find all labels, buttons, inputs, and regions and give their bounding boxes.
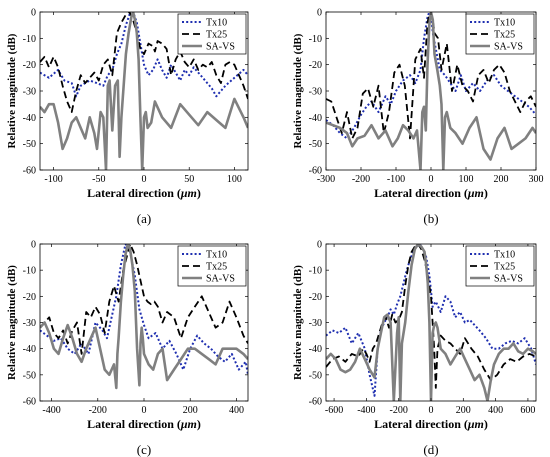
x-axis-label: Lateral direction (μm): [87, 186, 201, 200]
y-tick-label: -60: [23, 397, 36, 408]
y-tick-label: -20: [23, 60, 36, 71]
y-tick-label: -10: [309, 34, 322, 45]
x-tick-label: 200: [456, 405, 471, 416]
x-tick-label: -200: [352, 174, 370, 185]
x-tick-label: -100: [44, 174, 62, 185]
x-tick-label: 400: [488, 405, 503, 416]
series-line-tx25: [40, 244, 248, 355]
y-tick-label: -20: [309, 60, 322, 71]
y-tick-label: -20: [309, 292, 322, 303]
legend-label: Tx25: [206, 262, 227, 273]
x-tick-label: -100: [387, 174, 405, 185]
x-tick-label: 100: [459, 174, 474, 185]
y-tick-label: -40: [23, 113, 36, 124]
chart-panel-d: -600 -400 -200 0 200 400 600 0 -10 -20 -30 -40 -50 -6…: [292, 240, 537, 457]
series-line-tx10: [326, 244, 536, 397]
y-tick-label: -30: [23, 318, 36, 329]
legend-label: Tx10: [494, 18, 515, 29]
series-line-tx10: [40, 244, 248, 375]
legend-box: [465, 245, 535, 287]
legend-label: Tx10: [206, 250, 227, 261]
y-tick-label: -30: [23, 87, 36, 98]
x-tick-label: 200: [494, 174, 509, 185]
x-tick-label: 0: [142, 174, 147, 185]
y-tick-label: -60: [309, 397, 322, 408]
x-tick-label: 0: [429, 174, 434, 185]
x-tick-label: 400: [229, 405, 244, 416]
y-axis-label: Relative magnitude (dB): [6, 33, 18, 148]
legend-label: Tx10: [494, 250, 515, 261]
y-tick-label: -60: [23, 166, 36, 177]
y-axis-label: Relative magnitude (dB): [6, 265, 18, 380]
y-tick-label: 0: [317, 240, 322, 251]
x-tick-label: -600: [325, 405, 343, 416]
y-tick-label: -10: [23, 266, 36, 277]
series-line-sa-vs: [40, 244, 248, 390]
y-tick-label: -50: [23, 370, 36, 381]
panel-caption: (b): [423, 211, 438, 226]
y-tick-label: -40: [309, 113, 322, 124]
x-axis-label: Lateral direction (μm): [374, 417, 488, 431]
series-line-sa-vs: [326, 12, 536, 170]
panel-caption: (c): [137, 442, 151, 457]
x-tick-label: -200: [89, 405, 107, 416]
y-tick-label: -30: [309, 318, 322, 329]
x-tick-label: 200: [183, 405, 198, 416]
y-tick-label: -10: [309, 266, 322, 277]
chart-panel-b: -300 -200 -100 0 100 200 300 0 -10 -20 -30 -40 -50 -6…: [292, 8, 544, 227]
x-tick-label: 50: [184, 174, 194, 185]
legend-label: SA-VS: [206, 274, 235, 285]
y-tick-label: -60: [309, 166, 322, 177]
legend-box: [177, 245, 247, 287]
series-line-tx25: [326, 12, 536, 140]
y-tick-label: -20: [23, 292, 36, 303]
x-tick-label: -400: [357, 405, 375, 416]
panel-caption: (d): [423, 442, 438, 457]
x-tick-label: -400: [42, 405, 60, 416]
y-tick-label: -10: [23, 34, 36, 45]
panel-caption: (a): [137, 211, 151, 226]
x-tick-label: -50: [92, 174, 105, 185]
legend-label: SA-VS: [494, 274, 523, 285]
series-line-tx25: [326, 244, 536, 389]
y-tick-label: -50: [309, 370, 322, 381]
legend-box: [177, 13, 247, 55]
legend-label: SA-VS: [494, 42, 523, 53]
x-tick-label: 100: [227, 174, 242, 185]
x-tick-label: -200: [390, 405, 408, 416]
x-tick-label: 0: [142, 405, 147, 416]
y-axis-label: Relative magnitude (dB): [292, 265, 304, 380]
legend-label: Tx25: [206, 30, 227, 41]
x-axis-label: Lateral direction (μm): [87, 417, 201, 431]
legend-label: Tx10: [206, 18, 227, 29]
legend-label: SA-VS: [206, 42, 235, 53]
series-line-sa-vs: [40, 12, 248, 170]
y-tick-label: 0: [31, 240, 36, 251]
x-tick-label: -300: [317, 174, 335, 185]
y-tick-label: -50: [23, 139, 36, 150]
y-tick-label: 0: [317, 8, 322, 19]
legend-label: Tx25: [494, 30, 515, 41]
y-tick-label: -30: [309, 87, 322, 98]
legend-box: [465, 13, 535, 55]
x-tick-label: 0: [429, 405, 434, 416]
chart-panel-a: -100 -50 0 50 100 0 -10 -20 -30 -40 -50 -60 Lateral …: [6, 8, 249, 226]
series-line-sa-vs: [326, 244, 536, 401]
x-axis-label: Lateral direction (μm): [374, 186, 488, 200]
legend-label: Tx25: [494, 262, 515, 273]
chart-panel-c: -400 -200 0 200 400 0 -10 -20 -30 -40 -50 -60 Latera…: [6, 240, 249, 457]
y-tick-label: -50: [309, 139, 322, 150]
y-tick-label: 0: [31, 8, 36, 19]
x-tick-label: 300: [529, 174, 544, 185]
y-tick-label: -40: [23, 344, 36, 355]
y-axis-label: Relative magnitude (dB): [292, 33, 304, 148]
y-tick-label: -40: [309, 344, 322, 355]
x-tick-label: 600: [520, 405, 535, 416]
